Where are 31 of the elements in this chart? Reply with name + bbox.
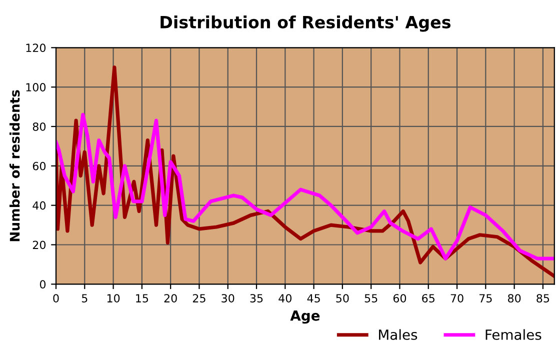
y-tick-label: 120 <box>26 44 46 52</box>
x-tick-label: 10 <box>107 294 120 302</box>
x-tick-label: 45 <box>307 294 320 302</box>
y-tick-label: 20 <box>32 240 46 250</box>
x-tick-label: 70 <box>450 294 464 302</box>
x-tick-label: 55 <box>364 294 378 302</box>
y-tick-label: 80 <box>32 122 46 131</box>
x-tick-label: 5 <box>82 294 88 302</box>
x-tick-label: 75 <box>479 294 492 302</box>
x-tick-label: 50 <box>336 294 349 302</box>
x-tick-label: 0 <box>53 294 59 302</box>
legend-label: Males <box>379 329 418 340</box>
line-series <box>56 112 554 260</box>
x-tick-label: 85 <box>536 294 550 302</box>
x-tick-label: 40 <box>278 294 292 302</box>
x-tick-label: 35 <box>250 294 263 302</box>
x-tick-label: 60 <box>393 294 406 302</box>
x-tick-label: 65 <box>422 294 434 302</box>
y-axis-title: Number of residents <box>10 90 20 242</box>
x-axis-title: Age <box>290 310 320 324</box>
y-tick-label: 0 <box>40 280 46 289</box>
chart-title: Distribution of Residents' Ages <box>160 16 451 32</box>
y-tick-label: 60 <box>32 162 46 170</box>
x-tick-label: 30 <box>222 294 234 302</box>
x-tick-label: 80 <box>508 294 521 302</box>
x-tick-label: 15 <box>136 294 148 302</box>
x-tick-label: 20 <box>164 294 177 302</box>
x-tick-label: 25 <box>192 294 206 302</box>
y-tick-label: 100 <box>26 83 46 92</box>
y-tick-label: 40 <box>32 201 46 210</box>
legend-label: Females <box>486 329 542 340</box>
